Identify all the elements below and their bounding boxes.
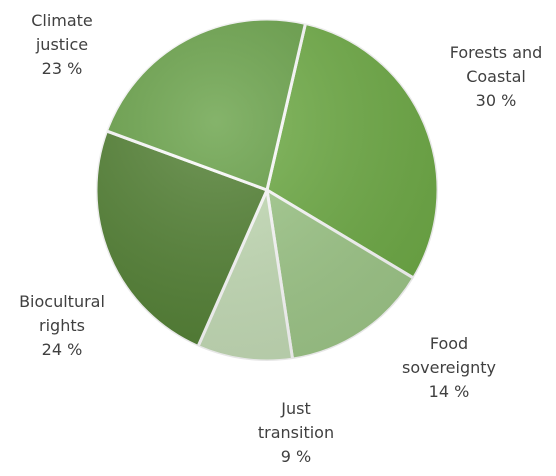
pie-data-labels: Forests and Coastal 30 % Food sovereignty 14 … [19,11,542,466]
data-label-climate-justice: Climate justice 23 % [31,11,93,78]
data-label-food-sovereignty: Food sovereignty 14 % [402,334,496,401]
data-label-forests-and-coastal: Forests and Coastal 30 % [450,43,543,110]
data-label-just-transition: Just transition 9 % [258,399,334,466]
data-label-biocultural-rights: Biocultural rights 24 % [19,292,105,359]
pie-slices [94,17,440,363]
